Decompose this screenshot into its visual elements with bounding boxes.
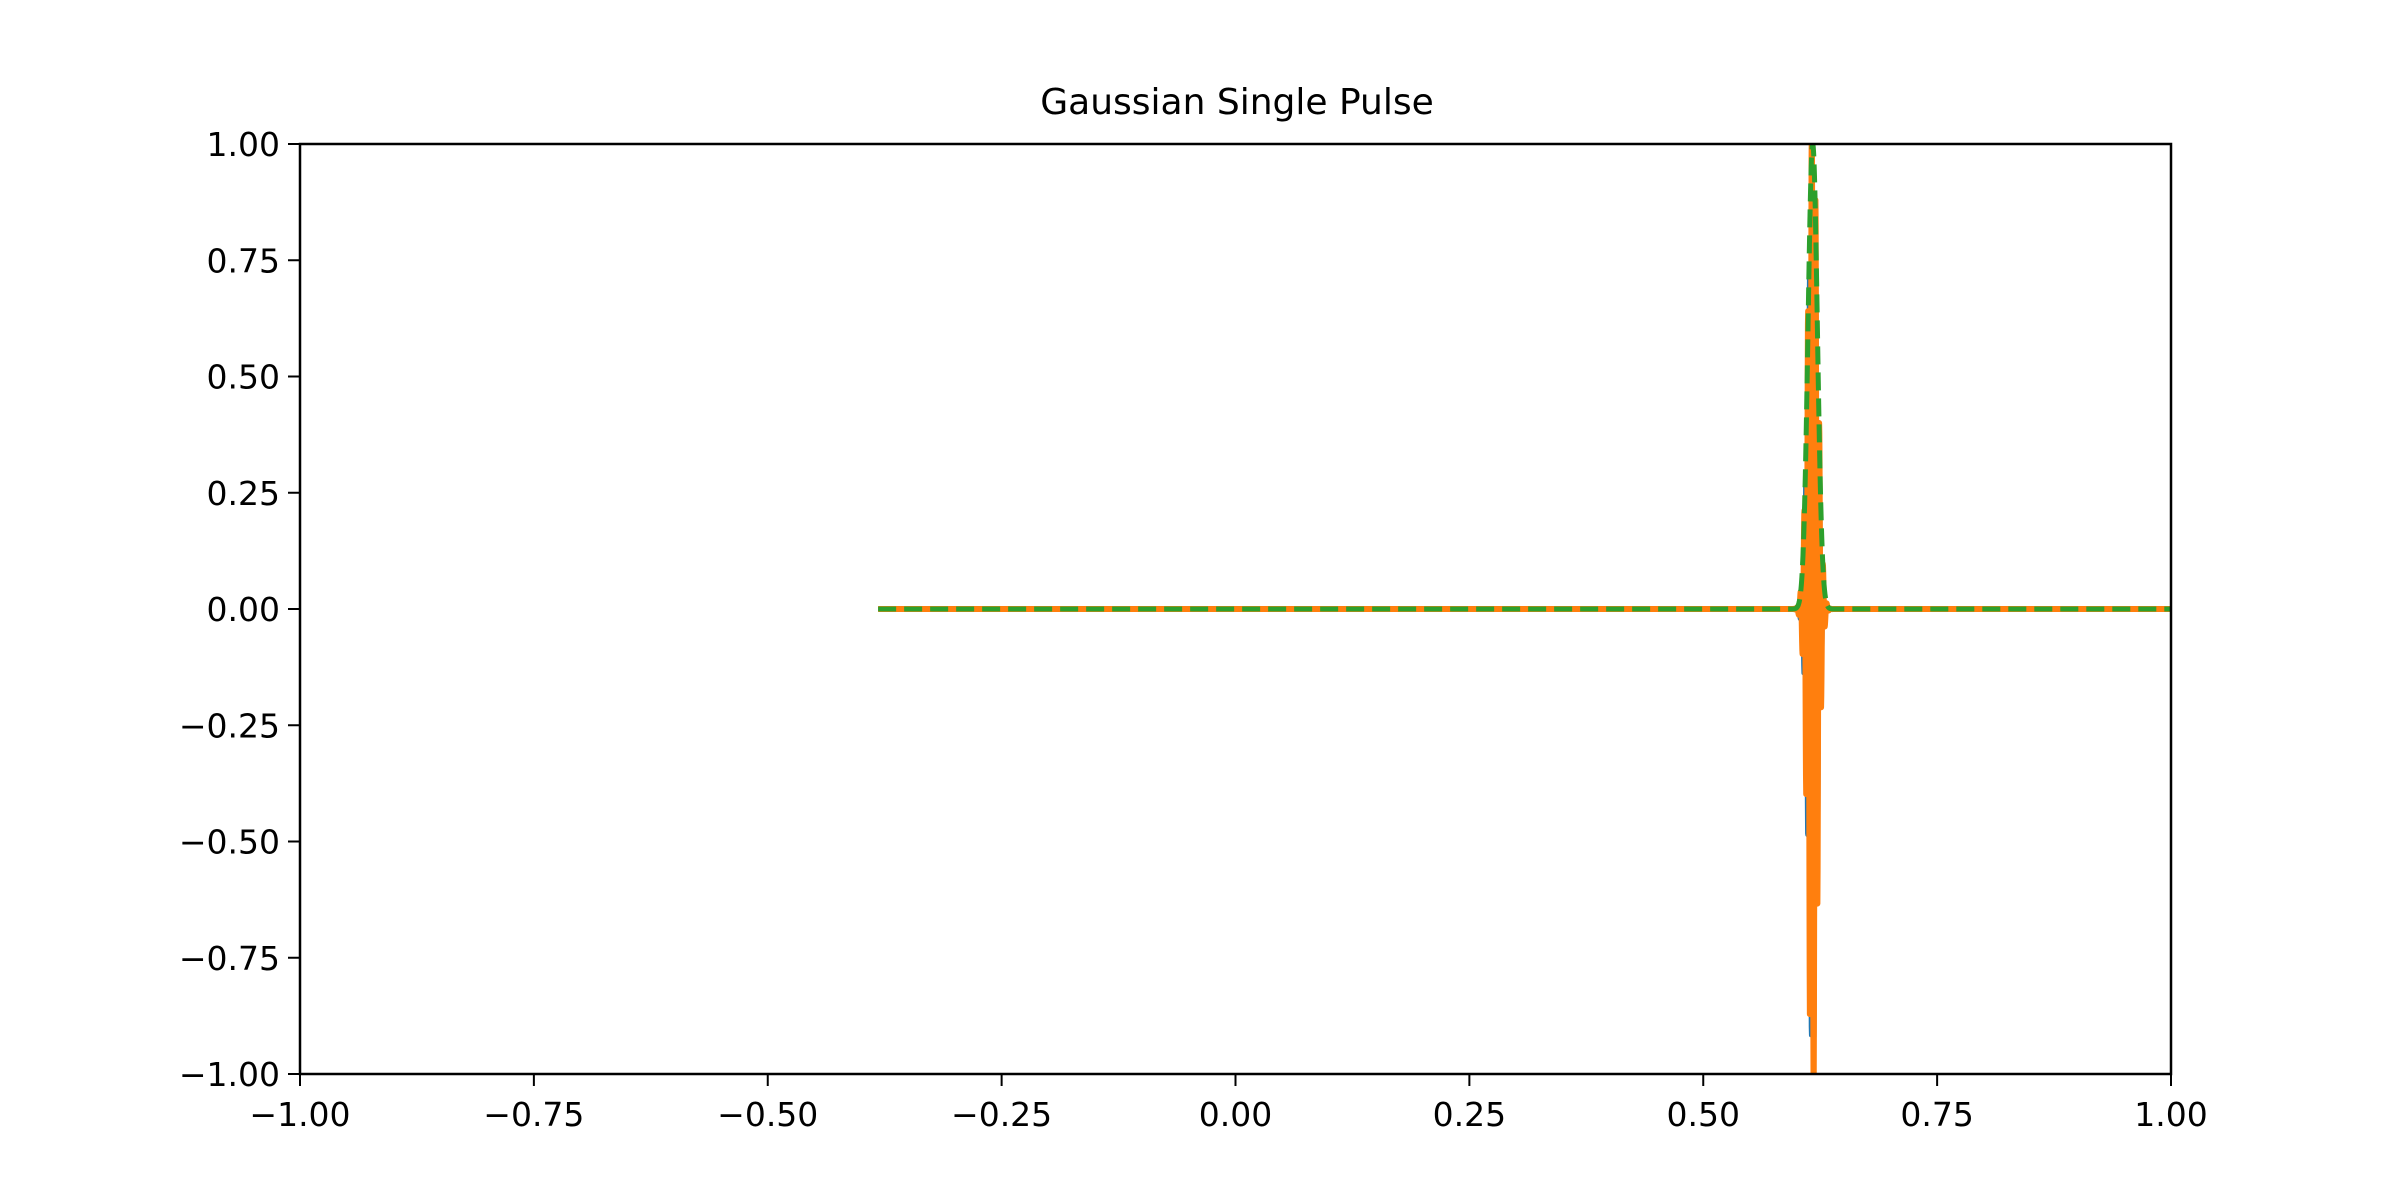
x-axis: −1.00 −0.75 −0.50 −0.25 0.00 0.25 0.50 0.75 1.00 xyxy=(249,1074,2208,1134)
y-tick-label: −0.50 xyxy=(179,823,280,862)
x-tick-label: −0.50 xyxy=(717,1095,818,1134)
y-axis: 1.00 0.75 0.50 0.25 0.00 −0.25 −0.50 −0.75 −1.00 xyxy=(179,125,300,1094)
chart-title: Gaussian Single Pulse xyxy=(1040,82,1434,123)
x-tick-label: 0.50 xyxy=(1667,1095,1740,1134)
series-line-envelope xyxy=(875,144,2171,612)
x-tick-label: 0.00 xyxy=(1199,1095,1272,1134)
x-tick-label: −1.00 xyxy=(249,1095,350,1134)
y-tick-label: 0.25 xyxy=(207,474,280,513)
y-tick-label: −0.75 xyxy=(179,939,280,978)
y-tick-label: 0.00 xyxy=(207,590,280,629)
y-tick-label: 0.50 xyxy=(207,358,280,397)
x-tick-label: 0.25 xyxy=(1433,1095,1506,1134)
y-tick-label: 0.75 xyxy=(207,241,280,280)
y-tick-label: −0.25 xyxy=(179,706,280,745)
x-tick-label: 1.00 xyxy=(2134,1095,2207,1134)
x-tick-label: −0.25 xyxy=(951,1095,1052,1134)
series-layer xyxy=(875,144,2171,1074)
y-tick-label: −1.00 xyxy=(179,1055,280,1094)
x-tick-label: 0.75 xyxy=(1900,1095,1973,1134)
x-tick-label: −0.75 xyxy=(483,1095,584,1134)
y-tick-label: 1.00 xyxy=(207,125,280,164)
